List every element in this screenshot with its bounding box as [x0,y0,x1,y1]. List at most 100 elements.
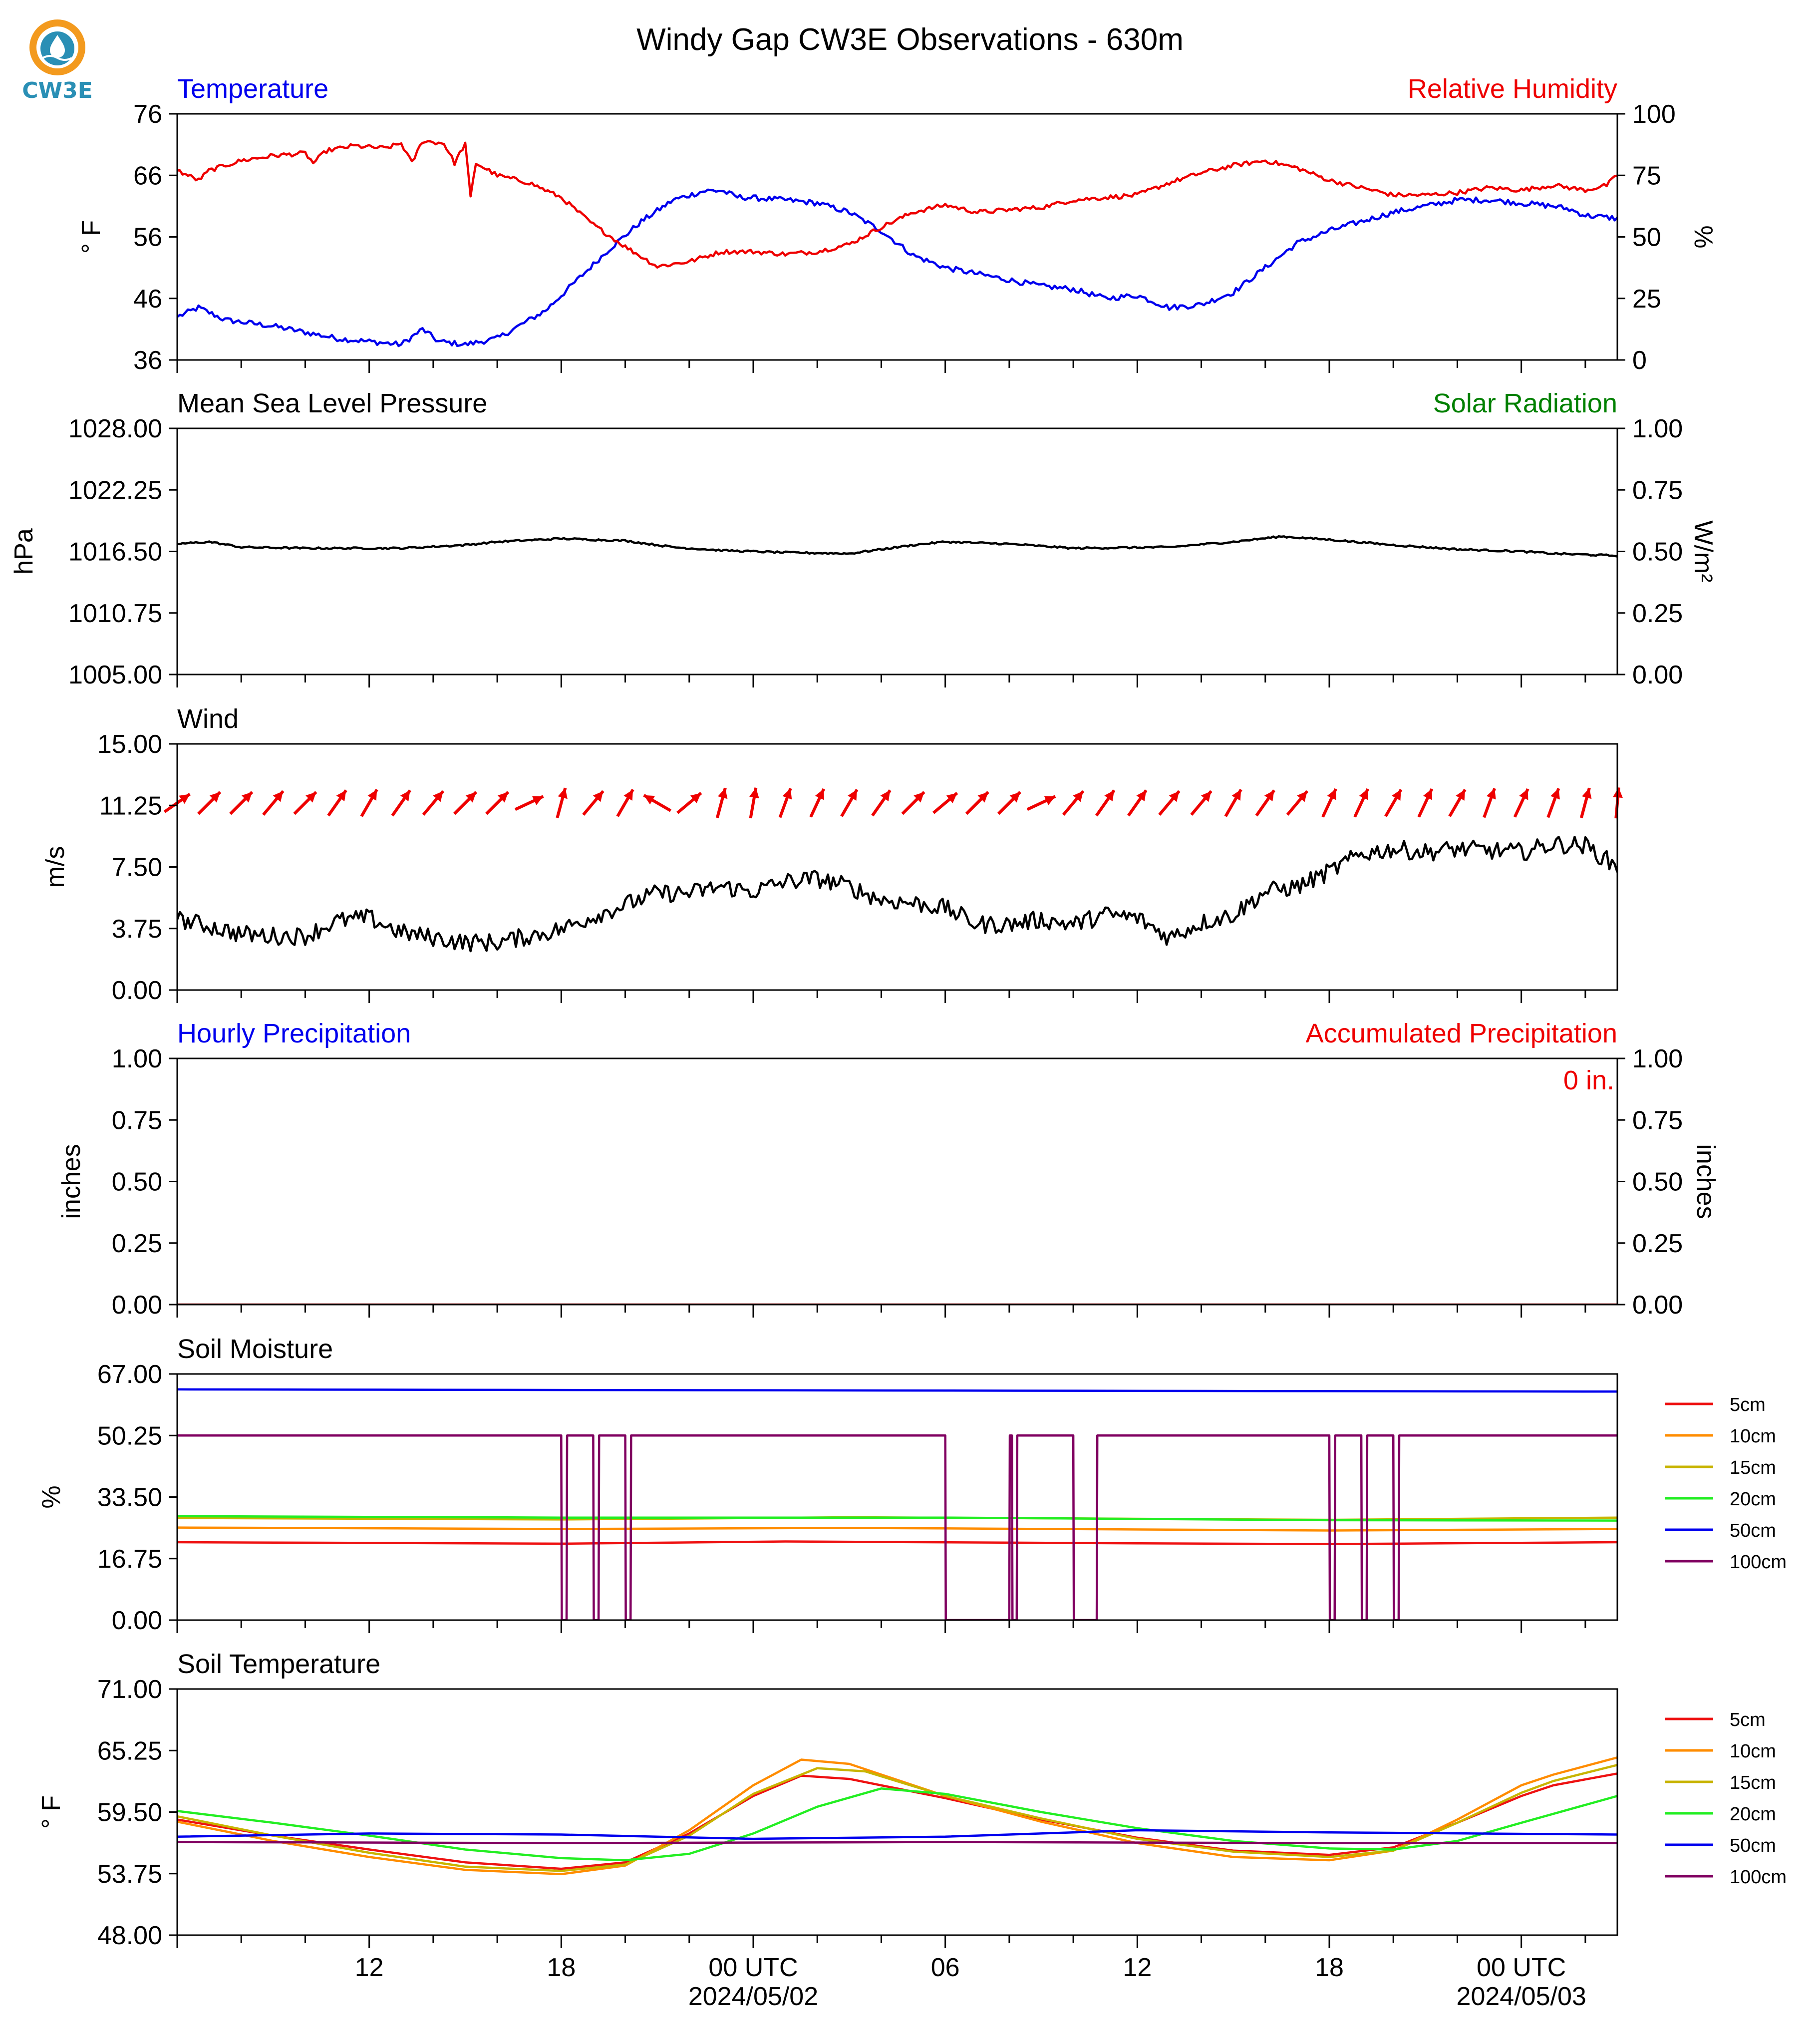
panel-title-left: Mean Sea Level Pressure [177,388,487,418]
y-axis-label: ° F [37,1795,66,1829]
x-tick-label: 18 [1315,1953,1344,1982]
y-tick-label-right: 100 [1632,100,1676,129]
y-tick-label-right: 0.50 [1632,1168,1683,1197]
y-axis-label: ° F [77,220,106,254]
legend: 5cm 10cm 15cm 20cm 50cm 100cm [1665,1394,1787,1573]
x-tick-label: 06 [931,1953,960,1982]
wind-arrow [676,792,702,814]
wind-arrow [871,789,892,817]
y-tick-label-right: 1.00 [1632,1044,1683,1073]
panel-title-right: Accumulated Precipitation [1306,1018,1617,1048]
wind-arrow [360,788,378,817]
y-tick-label: 0.50 [112,1168,162,1197]
series-line-50cm [177,1388,1617,1393]
x-tick-label: 12 [1123,1953,1152,1982]
x-tick-label: 12 [355,1953,384,1982]
y-tick-label: 1028.00 [68,414,162,443]
wind-arrow [1062,790,1085,816]
series-line-15cm [177,1764,1617,1872]
wind-arrow [1483,788,1496,818]
y-tick-label-right: 0.00 [1632,1291,1683,1320]
legend: 5cm 10cm 15cm 20cm 50cm 100cm [1665,1709,1787,1888]
x-date-label: 2024/05/02 [688,1982,818,2011]
y-tick-label: 53.75 [97,1860,162,1889]
panel-title-right: Solar Radiation [1433,388,1617,418]
wind-arrow [715,787,728,818]
cw3e-logo: CW3E [22,19,93,103]
series-line-10cm [177,1756,1617,1876]
panel-title-left: Soil Moisture [177,1334,333,1364]
panel-4: 1.00 0.75 0.50 0.25 0.00 1.00 0.75 0.50 0.25 0.00… [57,1018,1720,1320]
wind-arrow [840,788,859,817]
legend-label: 100cm [1730,1552,1787,1573]
y-tick-label: 0.25 [112,1229,162,1258]
y-tick-label-right: 0 [1632,346,1647,375]
series-line-5cm [177,1772,1617,1870]
wind-arrow [1384,788,1403,817]
series-line-s1 [177,835,1617,953]
y-tick-label: 7.50 [112,853,162,882]
y-tick-label: 67.00 [97,1360,162,1389]
series-line-20cm [177,1787,1617,1862]
series-line-100cm [177,1841,1617,1844]
y-tick-label: 0.00 [112,1291,162,1320]
y-axis-label-right: inches [1691,1144,1720,1219]
wind-arrow [778,788,792,818]
wind-arrow [1513,788,1529,818]
y-tick-label: 1022.25 [68,476,162,505]
y-tick-label: 1.00 [112,1044,162,1073]
legend-label: 15cm [1730,1457,1776,1478]
y-tick-label: 3.75 [112,915,162,944]
panel-frame [176,1057,1618,1306]
y-axis-label: m/s [41,846,70,888]
panel-1: 76 66 56 46 36 100 75 50 25 0 Temperature Relative … [77,74,1718,375]
y-tick-label: 0.75 [112,1106,162,1135]
wind-arrow [327,789,347,817]
legend-label: 10cm [1730,1426,1776,1447]
y-tick-label-right: 0.50 [1632,538,1683,567]
panel-2: 1028.00 1022.25 1016.50 1010.75 1005.00 1.00 0… [9,388,1718,689]
y-tick-label-right: 1.00 [1632,414,1683,443]
panel-title-right: Relative Humidity [1408,74,1617,104]
wind-arrow [965,791,989,815]
y-tick-label: 48.00 [97,1921,162,1950]
y-tick-label: 46 [133,285,162,314]
wind-arrow [1417,788,1434,818]
wind-arrow [643,794,672,812]
series-line-s1 [177,188,1617,347]
y-tick-label: 1010.75 [68,599,162,628]
accumulated-value-label: 0 in. [1563,1065,1614,1095]
x-tick-label: 00 UTC [1477,1953,1566,1982]
y-tick-label-right: 0.75 [1632,1106,1683,1135]
panel-frame [176,427,1618,676]
y-tick-label-right: 0.00 [1632,661,1683,689]
wind-arrow [1546,788,1560,818]
wind-arrow [556,787,568,818]
panel-5: 67.00 50.25 33.50 16.75 0.00 Soil Moisture% 5c… [37,1334,1787,1635]
panel-title-left: Temperature [177,74,328,104]
y-tick-label-right: 50 [1632,223,1661,252]
y-tick-label: 1016.50 [68,538,162,567]
legend-label: 50cm [1730,1835,1776,1856]
wind-arrow [932,792,958,814]
wind-arrow [997,791,1021,815]
y-tick-label: 66 [133,161,162,190]
wind-arrow [1286,790,1309,816]
wind-arrow [1255,789,1276,817]
y-tick-label: 0.00 [112,976,162,1005]
wind-arrow [1579,787,1592,818]
panel-3: 15.00 11.25 7.50 3.75 0.00 Wind m/s [41,704,1623,1005]
wind-arrow [453,791,478,815]
panel-frame [176,113,1618,361]
y-tick-label: 59.50 [97,1798,162,1827]
x-date-label: 2024/05/03 [1457,1982,1586,2011]
x-tick-label: 18 [547,1953,576,1982]
y-axis-label: hPa [9,528,38,575]
wind-arrow [197,791,222,815]
y-axis-label-right: W/m² [1689,520,1718,582]
wind-arrow [616,788,634,817]
chart-title: Windy Gap CW3E Observations - 630m [636,22,1184,57]
panel-frame [176,1373,1618,1621]
